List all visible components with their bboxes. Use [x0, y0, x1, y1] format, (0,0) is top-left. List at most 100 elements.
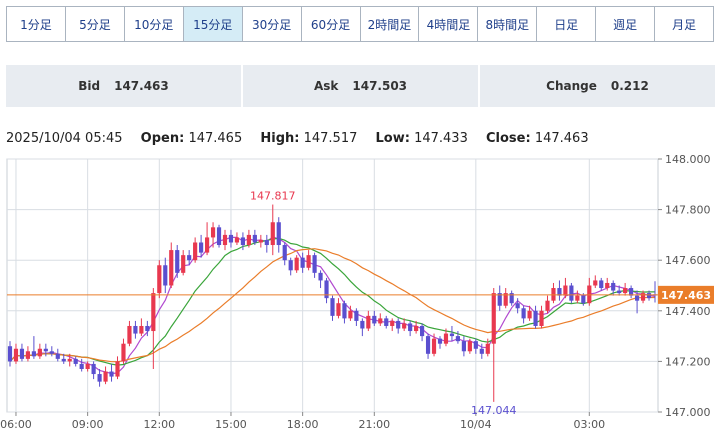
close-label: Close:	[486, 131, 531, 146]
candle-body	[252, 234, 257, 243]
tab-timeframe[interactable]: 60分足	[301, 7, 361, 41]
candle-body	[545, 300, 550, 311]
ask-value: 147.503	[352, 79, 408, 93]
candle-body	[461, 341, 466, 352]
candle-body	[527, 310, 532, 319]
candle-body	[342, 303, 347, 319]
tab-timeframe[interactable]: 月足	[655, 7, 714, 41]
tab-timeframe[interactable]: 10分足	[124, 7, 184, 41]
candle-body	[437, 338, 443, 344]
x-tick-label: 18:00	[287, 418, 319, 431]
candle-body	[169, 250, 174, 286]
ask-cell: Ask 147.503	[243, 65, 478, 107]
candle-body	[7, 346, 13, 362]
candle-body	[25, 351, 31, 359]
candle-body	[366, 315, 371, 329]
candle-body	[79, 363, 84, 369]
y-tick-label: 147.000	[665, 406, 711, 419]
tab-timeframe[interactable]: 週足	[596, 7, 656, 41]
candle-body	[485, 343, 490, 354]
current-price-label: 147.463	[661, 289, 711, 302]
candle-body	[563, 285, 568, 296]
candle-body	[581, 295, 586, 304]
candle-body	[390, 320, 395, 326]
tab-timeframe[interactable]: 4時間足	[419, 7, 479, 41]
low-annotation: 147.044	[471, 404, 517, 417]
low-label: Low:	[375, 131, 410, 146]
candle-body	[354, 310, 359, 321]
candle-body	[473, 341, 478, 349]
candle-body	[336, 303, 341, 316]
candle-body	[640, 293, 646, 301]
low-value: 147.433	[414, 131, 468, 146]
candle-body	[121, 343, 126, 362]
x-tick-label: 10/04	[460, 418, 492, 431]
y-tick-label: 147.200	[665, 355, 711, 368]
y-tick-label: 147.800	[665, 204, 711, 217]
x-tick-label: 12:00	[143, 418, 175, 431]
candle-body	[467, 341, 472, 352]
candle-body	[605, 282, 610, 289]
candle-body	[503, 293, 508, 306]
tab-timeframe[interactable]: 30分足	[242, 7, 302, 41]
tab-timeframe[interactable]: 15分足	[183, 7, 243, 41]
tab-timeframe[interactable]: 日足	[537, 7, 597, 41]
quote-bar: Bid 147.463 Ask 147.503 Change 0.212	[6, 65, 715, 107]
candle-body	[222, 234, 228, 246]
y-tick-label: 147.400	[665, 305, 711, 318]
x-tick-label: 03:00	[573, 418, 605, 431]
ohlc-readout: 2025/10/04 05:45 Open: 147.465 High: 147…	[6, 131, 589, 146]
candle-body	[646, 293, 652, 299]
tab-timeframe[interactable]: 8時間足	[478, 7, 538, 41]
candle-body	[13, 348, 19, 362]
candle-body	[73, 358, 78, 364]
bid-cell: Bid 147.463	[6, 65, 241, 107]
candle-body	[419, 325, 425, 337]
high-value: 147.517	[303, 131, 358, 146]
bid-label: Bid	[78, 79, 101, 93]
candle-body	[145, 325, 150, 332]
candle-body	[91, 363, 96, 375]
open-label: Open:	[140, 131, 185, 146]
candle-body	[199, 242, 204, 253]
high-label: High:	[260, 131, 300, 146]
tab-timeframe[interactable]: 2時間足	[360, 7, 420, 41]
tab-timeframe[interactable]: 1分足	[7, 7, 66, 41]
x-tick-label: 21:00	[358, 418, 390, 431]
candle-body	[629, 288, 634, 296]
current-price-tag	[658, 285, 714, 304]
candle-body	[414, 325, 419, 332]
candle-body	[318, 272, 323, 281]
candle-body	[133, 325, 138, 334]
candle-body	[593, 280, 598, 286]
candle-body	[216, 227, 222, 246]
open-value: 147.465	[188, 131, 243, 146]
candle-body	[533, 310, 538, 326]
candle-body	[109, 371, 114, 377]
candle-body	[115, 361, 120, 377]
candle-body	[539, 310, 544, 326]
candle-body	[360, 320, 365, 329]
candle-body	[282, 245, 287, 261]
candle-body	[204, 237, 210, 253]
candle-body	[157, 265, 162, 294]
candle-body	[264, 239, 269, 246]
tab-timeframe[interactable]: 5分足	[65, 7, 125, 41]
x-tick-label: 15:00	[215, 418, 247, 431]
candle-body	[324, 280, 329, 299]
candle-body	[127, 325, 132, 344]
price-chart[interactable]: 148.000 147.800 147.600 147.400 147.200 147.0…	[0, 150, 720, 434]
high-annotation: 147.817	[250, 190, 296, 203]
candle-body	[300, 257, 305, 268]
candle-body	[240, 237, 246, 246]
candle-body	[330, 298, 335, 316]
candle-body	[19, 348, 25, 359]
candle-body	[85, 363, 90, 369]
candle-body	[569, 285, 574, 301]
candle-body	[31, 351, 36, 357]
candle-body	[617, 290, 622, 294]
y-tick-label: 148.000	[665, 153, 711, 166]
candle-body	[408, 323, 413, 332]
candle-body	[634, 295, 640, 301]
candle-body	[521, 308, 526, 319]
